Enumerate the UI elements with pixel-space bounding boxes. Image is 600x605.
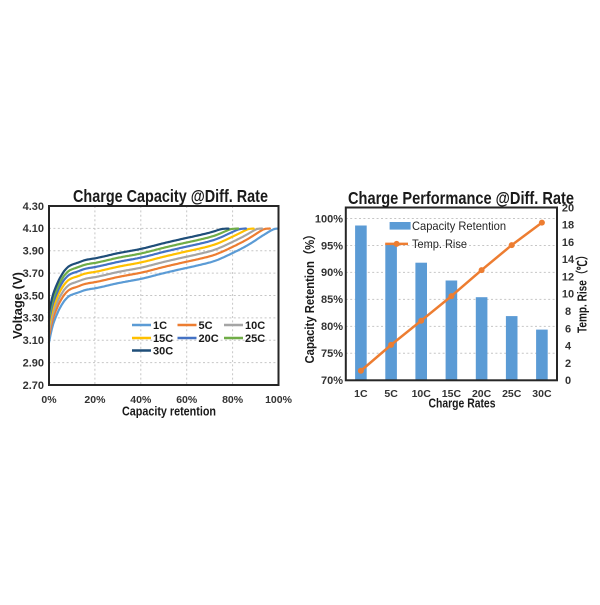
- svg-text:100%: 100%: [265, 394, 293, 406]
- svg-text:Capacity retention: Capacity retention: [122, 404, 216, 419]
- svg-text:0: 0: [565, 375, 571, 387]
- svg-text:1C: 1C: [153, 320, 167, 332]
- svg-text:20C: 20C: [199, 333, 219, 345]
- svg-text:8: 8: [565, 306, 571, 318]
- svg-text:30C: 30C: [532, 388, 552, 400]
- svg-text:Capacity Retention: Capacity Retention: [412, 219, 506, 233]
- svg-text:3.90: 3.90: [23, 246, 44, 258]
- svg-text:15C: 15C: [442, 388, 462, 400]
- svg-text:3.70: 3.70: [23, 268, 44, 280]
- svg-text:10: 10: [562, 289, 574, 301]
- svg-text:20C: 20C: [472, 388, 492, 400]
- svg-text:30C: 30C: [153, 346, 173, 358]
- svg-text:4.10: 4.10: [23, 223, 44, 235]
- svg-text:3.50: 3.50: [23, 290, 44, 302]
- svg-text:Charge Rates: Charge Rates: [429, 396, 496, 411]
- svg-text:Voltage (V): Voltage (V): [11, 272, 25, 339]
- svg-text:4: 4: [565, 341, 572, 353]
- svg-text:70%: 70%: [321, 375, 343, 387]
- svg-text:40%: 40%: [130, 394, 152, 406]
- svg-text:5C: 5C: [384, 388, 398, 400]
- svg-text:2.70: 2.70: [23, 380, 44, 392]
- svg-text:6: 6: [565, 323, 571, 335]
- svg-text:2.90: 2.90: [23, 357, 44, 369]
- svg-text:10C: 10C: [412, 388, 432, 400]
- svg-text:25C: 25C: [502, 388, 522, 400]
- svg-text:Capacity Retention（%）: Capacity Retention（%）: [302, 229, 317, 364]
- svg-text:0%: 0%: [41, 394, 57, 406]
- svg-text:10C: 10C: [245, 320, 265, 332]
- svg-text:95%: 95%: [321, 240, 343, 252]
- svg-text:2: 2: [565, 358, 571, 370]
- svg-text:20: 20: [562, 202, 574, 214]
- svg-text:Charge Capacity @Diff. Rate: Charge Capacity @Diff. Rate: [73, 186, 268, 206]
- svg-text:15C: 15C: [153, 333, 173, 345]
- svg-text:Charge Performance @Diff. Rate: Charge Performance @Diff. Rate: [348, 188, 574, 208]
- svg-text:5C: 5C: [199, 320, 213, 332]
- svg-text:Temp. Rise: Temp. Rise: [412, 237, 467, 251]
- svg-text:12: 12: [562, 271, 574, 283]
- svg-text:1C: 1C: [354, 388, 368, 400]
- svg-text:100%: 100%: [315, 213, 343, 225]
- svg-text:14: 14: [562, 254, 575, 266]
- svg-text:20%: 20%: [84, 394, 106, 406]
- svg-text:80%: 80%: [321, 321, 343, 333]
- svg-text:4.30: 4.30: [23, 201, 44, 213]
- svg-text:3.10: 3.10: [23, 335, 44, 347]
- svg-text:90%: 90%: [321, 267, 343, 279]
- svg-text:25C: 25C: [245, 333, 265, 345]
- svg-text:18: 18: [562, 220, 574, 232]
- svg-text:60%: 60%: [176, 394, 198, 406]
- svg-text:80%: 80%: [222, 394, 244, 406]
- svg-text:85%: 85%: [321, 294, 343, 306]
- svg-text:3.30: 3.30: [23, 313, 44, 325]
- svg-text:Temp. Rise（℃）: Temp. Rise（℃）: [575, 250, 590, 333]
- svg-text:75%: 75%: [321, 348, 343, 360]
- svg-text:16: 16: [562, 237, 574, 249]
